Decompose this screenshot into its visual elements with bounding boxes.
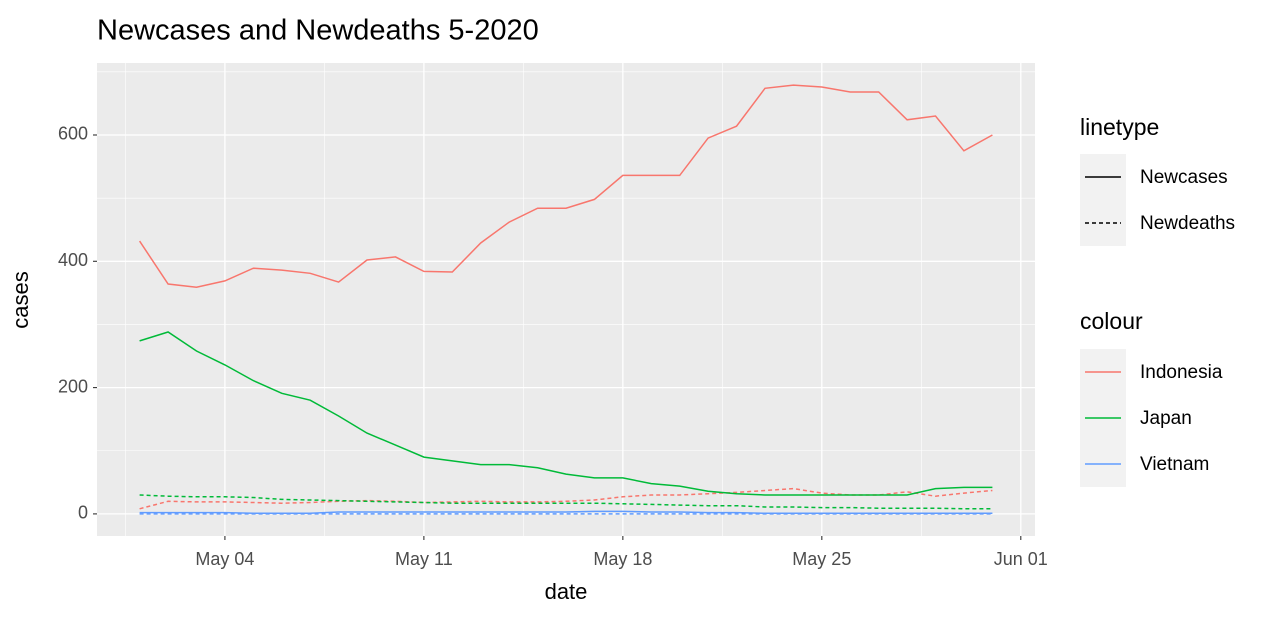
line [139, 494, 993, 510]
panel [97, 63, 1035, 536]
y-tick-label: 200 [58, 376, 88, 396]
legend-label: Vietnam [1140, 454, 1209, 475]
line [139, 331, 993, 496]
x-tick-label: May 04 [195, 549, 254, 569]
x-axis-title: date [545, 579, 588, 604]
legend-label: Indonesia [1140, 362, 1223, 383]
y-tick-label: 600 [58, 124, 88, 144]
legend-label: Newdeaths [1140, 213, 1235, 234]
x-tick-label: May 11 [395, 549, 453, 569]
line [138, 84, 993, 288]
y-tick-label: 400 [58, 250, 88, 270]
legend-label: Newcases [1140, 167, 1228, 188]
legend-title: linetype [1080, 114, 1159, 140]
x-tick-label: May 25 [792, 549, 851, 569]
x-tick-label: May 18 [593, 549, 652, 569]
y-tick-label: 0 [78, 503, 88, 523]
legend-label: Japan [1140, 408, 1192, 429]
x-tick-label: Jun 01 [994, 549, 1048, 569]
line [139, 487, 993, 510]
chart-title: Newcases and Newdeaths 5-2020 [97, 15, 539, 47]
legend-title: colour [1080, 308, 1143, 334]
y-axis-title: cases [8, 271, 33, 328]
